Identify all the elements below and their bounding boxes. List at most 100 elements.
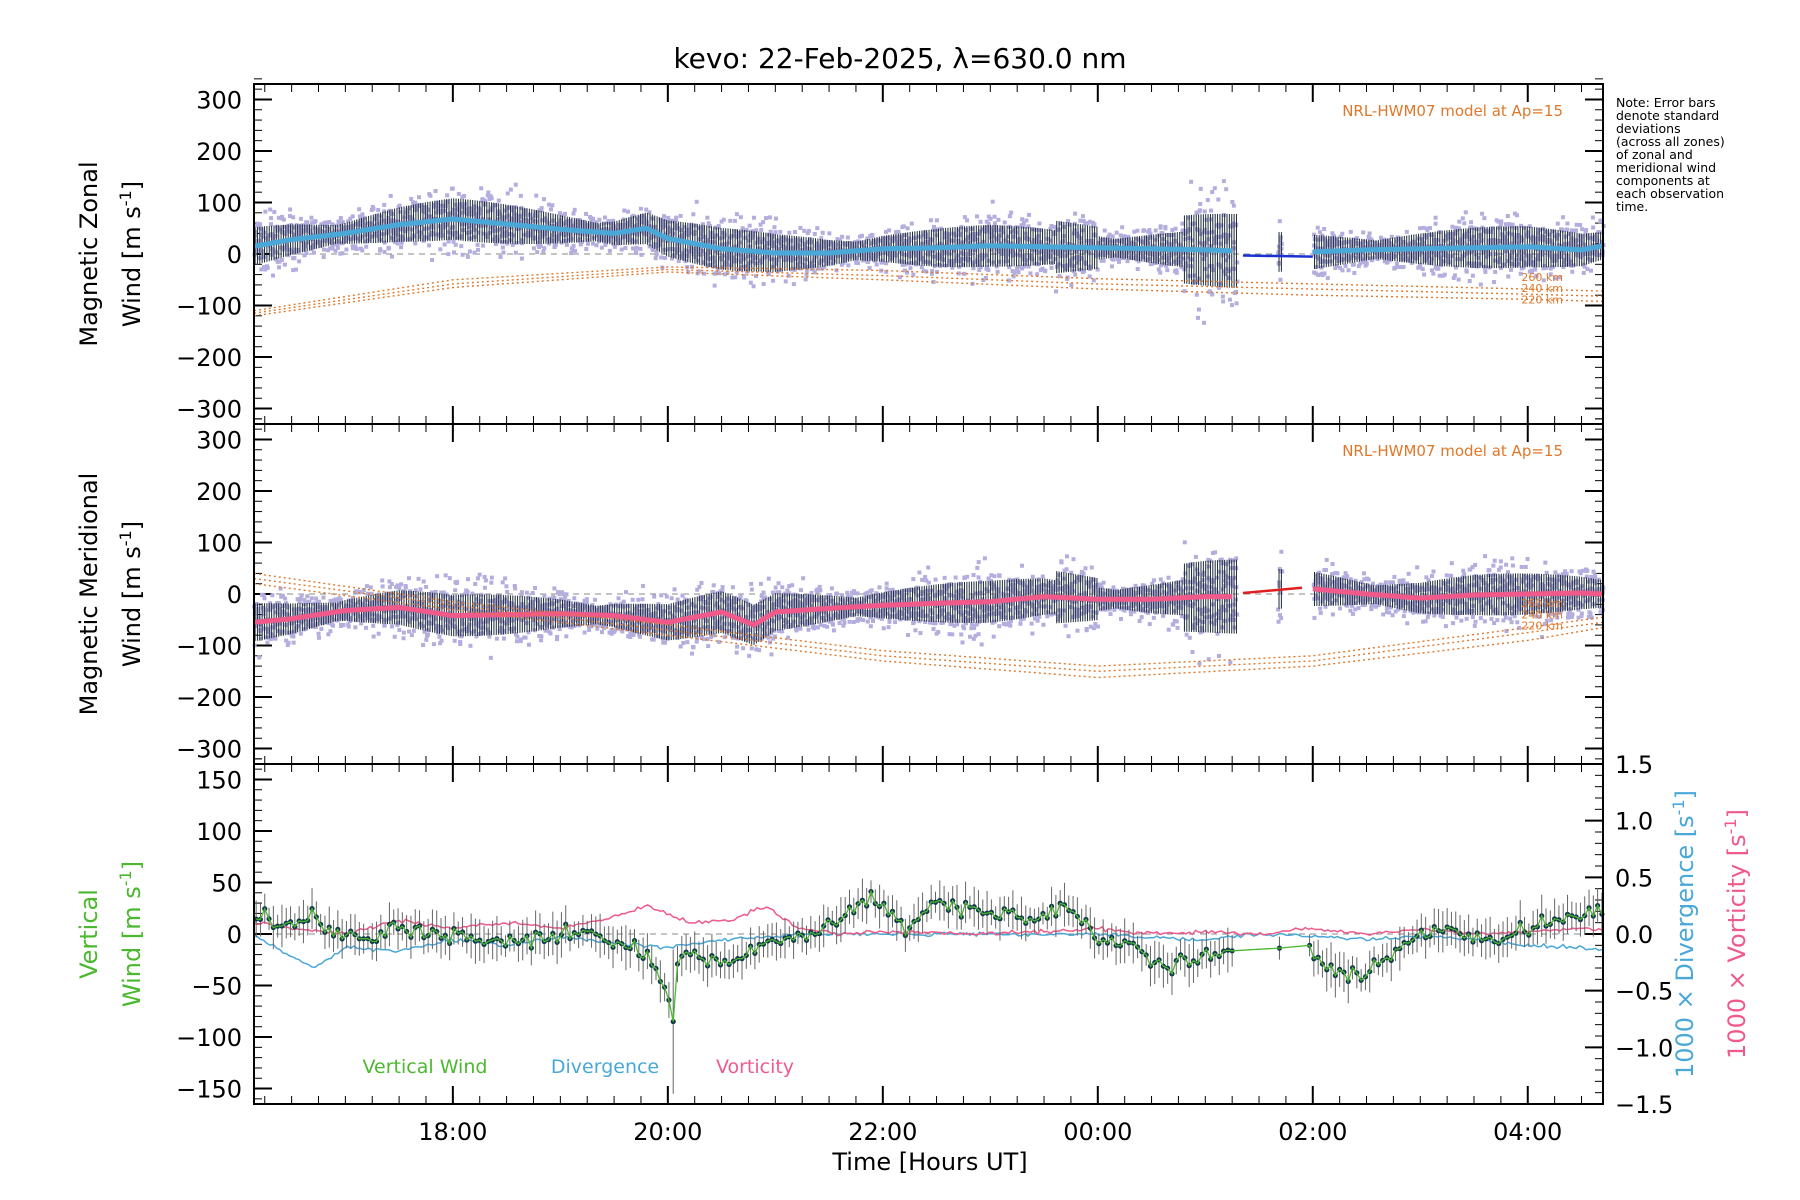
scatter-point: [430, 258, 435, 263]
scatter-point: [552, 586, 557, 591]
scatter-point: [1553, 276, 1558, 281]
scatter-point: [405, 226, 410, 231]
scatter-point: [1087, 274, 1092, 279]
scatter-point: [750, 235, 755, 240]
scatter-point: [978, 229, 983, 234]
scatter-point: [342, 225, 347, 230]
scatter-point: [428, 214, 433, 219]
scatter-point: [606, 219, 611, 224]
scatter-point: [557, 627, 562, 632]
scatter-point: [368, 234, 373, 239]
scatter-point: [1401, 264, 1406, 269]
scatter-point: [1323, 241, 1328, 246]
scatter-point: [1210, 264, 1215, 269]
scatter-point: [438, 616, 443, 621]
scatter-point: [497, 629, 502, 634]
scatter-point: [1519, 223, 1524, 228]
scatter-point: [1493, 252, 1498, 257]
scatter-point: [482, 585, 487, 590]
scatter-point: [409, 236, 414, 241]
scatter-point: [530, 604, 535, 609]
scatter-point: [772, 225, 777, 230]
scatter-point: [421, 606, 426, 611]
scatter-point: [562, 597, 567, 602]
scatter-point: [277, 265, 282, 270]
scatter-point: [479, 598, 484, 603]
scatter-point: [1044, 247, 1049, 252]
scatter-point: [1221, 179, 1226, 184]
scatter-point: [1351, 237, 1356, 242]
scatter-point: [431, 225, 436, 230]
scatter-point: [577, 231, 582, 236]
scatter-point: [564, 242, 569, 247]
scatter-point: [812, 258, 817, 263]
scatter-point: [974, 214, 979, 219]
scatter-point: [1517, 239, 1522, 244]
scatter-point: [983, 275, 988, 280]
scatter-point: [637, 230, 642, 235]
scatter-point: [421, 227, 426, 232]
scatter-point: [734, 212, 739, 217]
scatter-point: [798, 266, 803, 271]
altitude-label: 220 km: [1521, 293, 1563, 306]
scatter-point: [323, 223, 328, 228]
scatter-point: [622, 208, 627, 213]
scatter-point: [1427, 253, 1432, 258]
scatter-point: [977, 267, 982, 272]
scatter-point: [1501, 237, 1506, 242]
scatter-point: [440, 233, 445, 238]
scatter-point: [291, 215, 296, 220]
scatter-point: [488, 655, 493, 660]
scatter-point: [1401, 239, 1406, 244]
scatter-point: [812, 270, 817, 275]
scatter-point: [338, 216, 343, 221]
scatter-point: [1514, 225, 1519, 230]
scatter-point: [1382, 241, 1387, 246]
scatter-point: [992, 214, 997, 219]
scatter-point: [449, 595, 454, 600]
scatter-point: [465, 589, 470, 594]
scatter-point: [426, 235, 431, 240]
scatter-point: [337, 241, 342, 246]
scatter-point: [265, 640, 270, 645]
scatter-point: [392, 634, 397, 639]
scatter-point: [744, 227, 749, 232]
scatter-point: [523, 635, 528, 640]
scatter-point: [1323, 246, 1328, 251]
scatter-point: [681, 256, 686, 261]
scatter-point: [1223, 272, 1228, 277]
scatter-point: [320, 621, 325, 626]
scatter-point: [884, 229, 889, 234]
scatter-point: [845, 255, 850, 260]
scatter-point: [500, 580, 505, 585]
scatter-point: [1079, 240, 1084, 245]
scatter-point: [367, 612, 372, 617]
scatter-point: [659, 255, 664, 260]
scatter-point: [1068, 261, 1073, 266]
scatter-point: [485, 619, 490, 624]
y-tick-label: 0: [227, 581, 242, 609]
scatter-point: [365, 591, 370, 596]
scatter-point: [1439, 263, 1444, 268]
scatter-point: [1518, 271, 1523, 276]
scatter-point: [465, 254, 470, 259]
scatter-point: [1101, 258, 1106, 263]
scatter-point: [885, 235, 890, 240]
scatter-point: [1160, 231, 1165, 236]
scatter-point: [1346, 268, 1351, 273]
scatter-point: [638, 206, 643, 211]
scatter-point: [1582, 242, 1587, 247]
model-label: NRL-HWM07 model at Ap=15: [1342, 102, 1563, 120]
scatter-point: [499, 240, 504, 245]
scatter-point: [541, 249, 546, 254]
scatter-point: [940, 256, 945, 261]
scatter-point: [1321, 271, 1326, 276]
scatter-point: [476, 230, 481, 235]
scatter-point: [611, 227, 616, 232]
scatter-point: [1143, 249, 1148, 254]
scatter-point: [1148, 235, 1153, 240]
scatter-point: [1510, 232, 1515, 237]
scatter-point: [1196, 307, 1201, 312]
scatter-point: [337, 220, 342, 225]
scatter-point: [1061, 238, 1066, 243]
